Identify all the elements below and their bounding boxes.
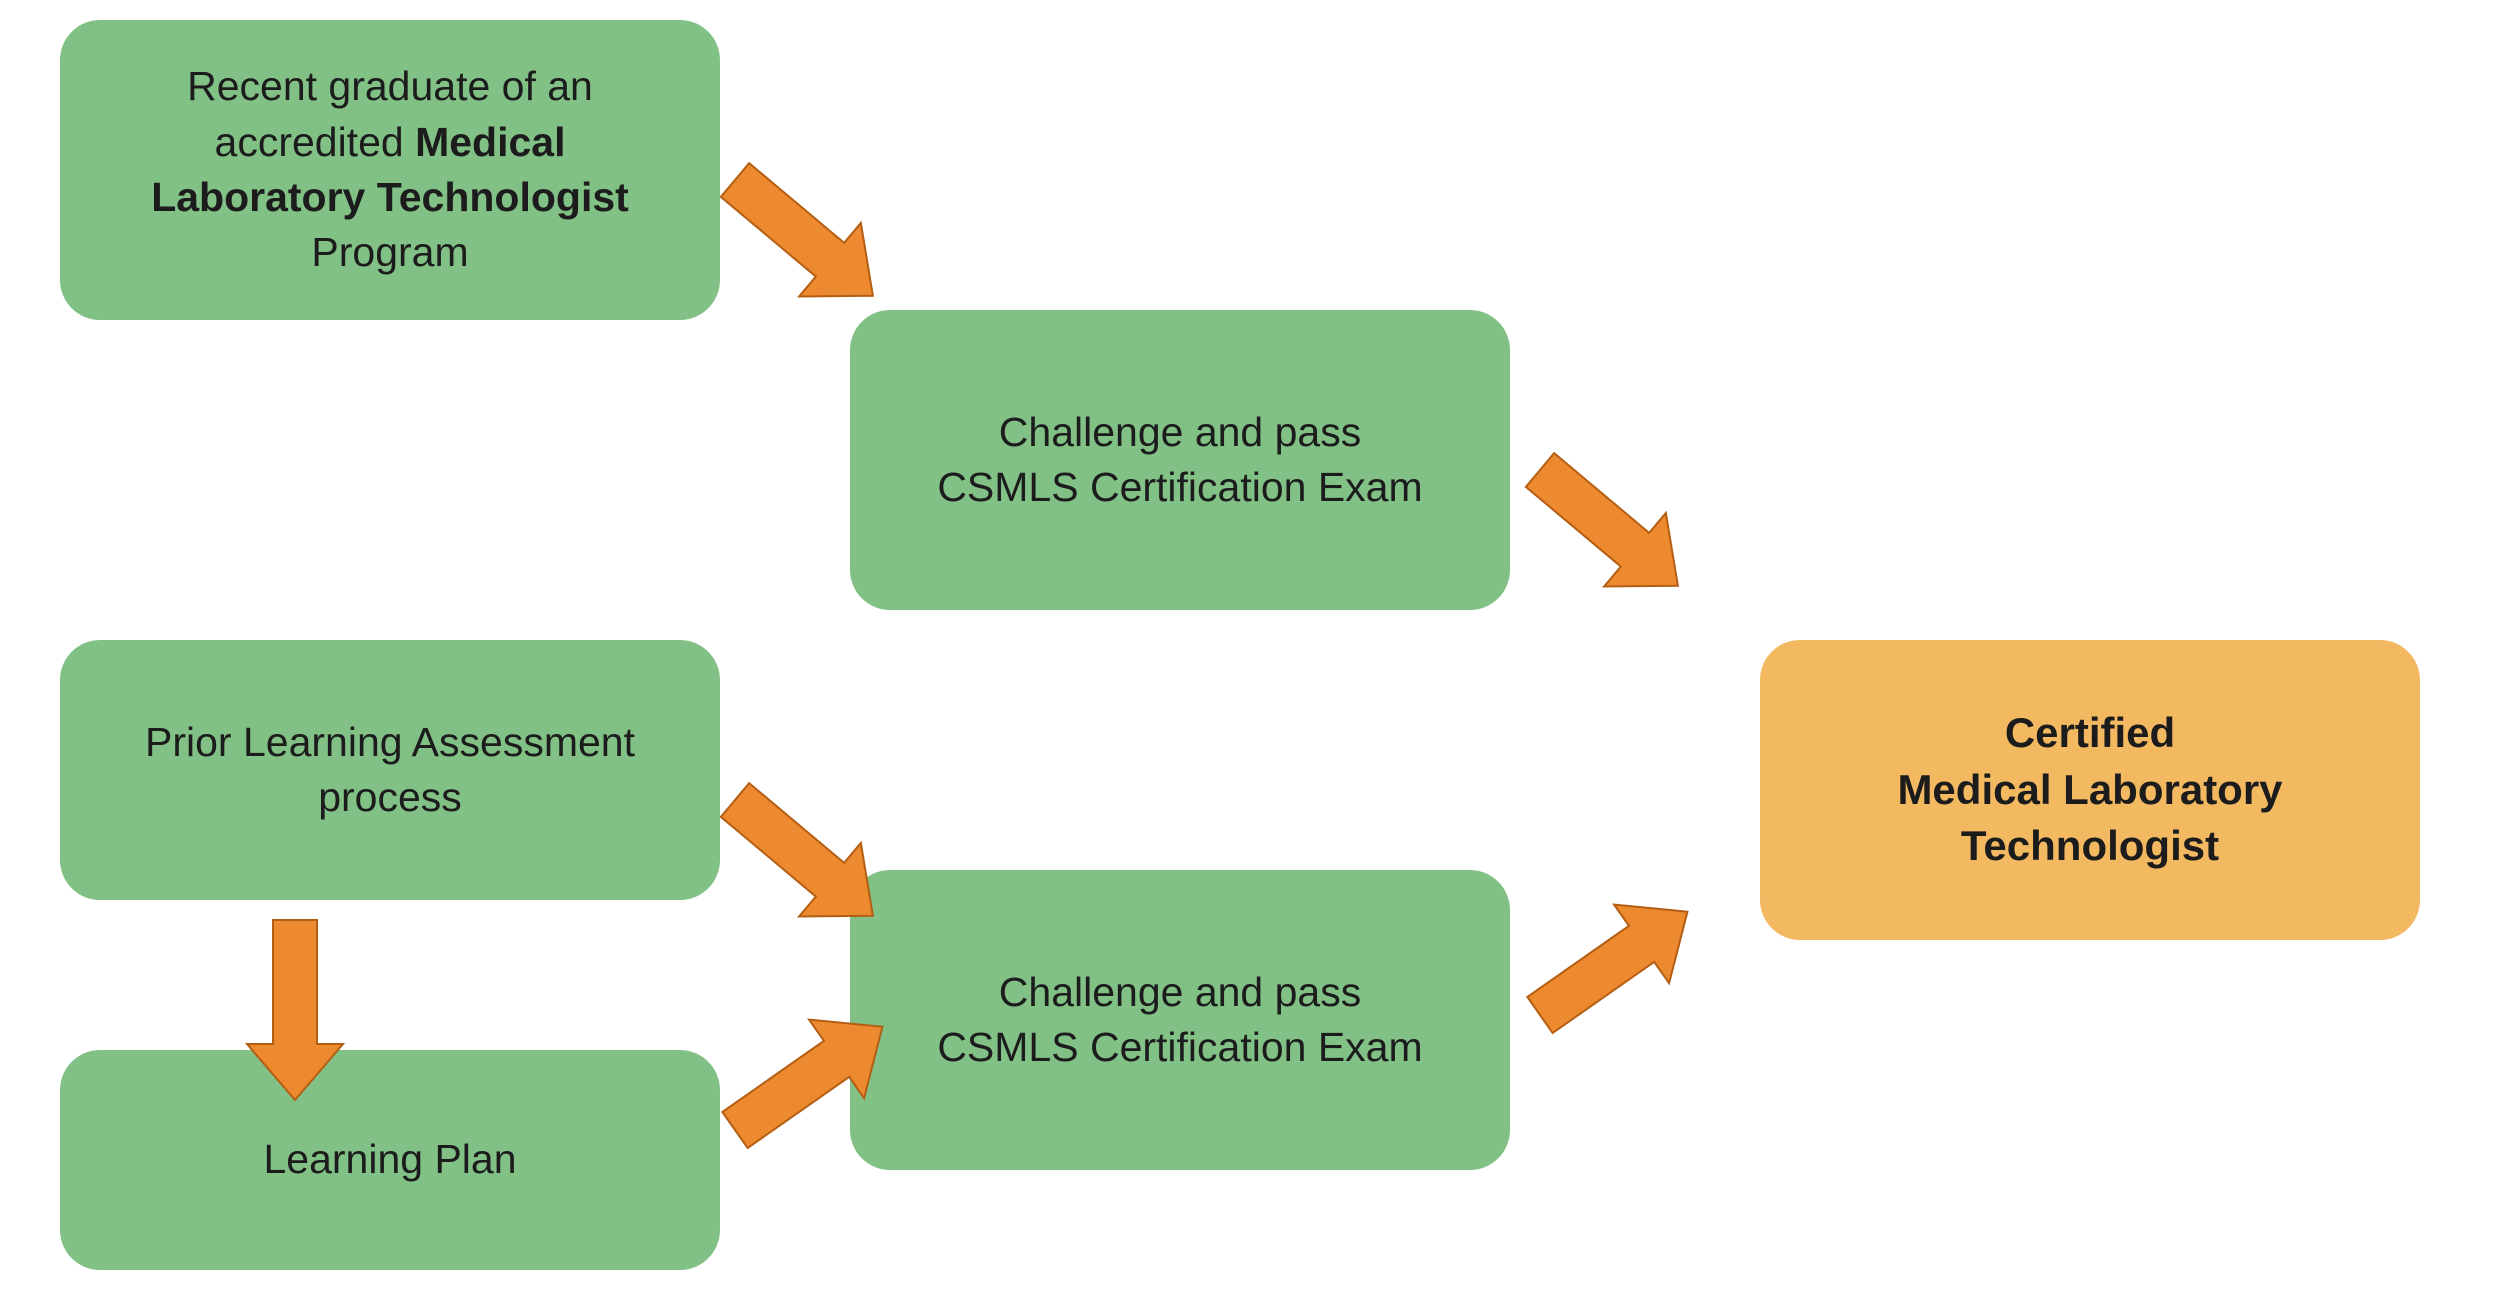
node-cert-label: CertifiedMedical LaboratoryTechnologist [1760,705,2420,875]
node-grad-label: Recent graduate of anaccredited MedicalL… [60,59,720,280]
node-plan: Learning Plan [60,1050,720,1270]
node-pla-label: Prior Learning Assessmentprocess [60,715,720,826]
node-pla: Prior Learning Assessmentprocess [60,640,720,900]
a-grad-exam1-arrow-icon [699,138,910,339]
node-cert: CertifiedMedical LaboratoryTechnologist [1760,640,2420,940]
node-plan-label: Learning Plan [60,1132,720,1187]
node-exam2-label: Challenge and passCSMLS Certification Ex… [850,965,1510,1076]
a-exam2-cert-arrow-icon [1507,867,1721,1060]
node-exam1-label: Challenge and passCSMLS Certification Ex… [850,405,1510,516]
node-exam1: Challenge and passCSMLS Certification Ex… [850,310,1510,610]
a-exam1-cert-arrow-icon [1504,428,1715,629]
flowchart-canvas: Recent graduate of anaccredited MedicalL… [0,0,2500,1300]
a-pla-plan-arrow-icon [243,916,347,1104]
node-grad: Recent graduate of anaccredited MedicalL… [60,20,720,320]
node-exam2: Challenge and passCSMLS Certification Ex… [850,870,1510,1170]
